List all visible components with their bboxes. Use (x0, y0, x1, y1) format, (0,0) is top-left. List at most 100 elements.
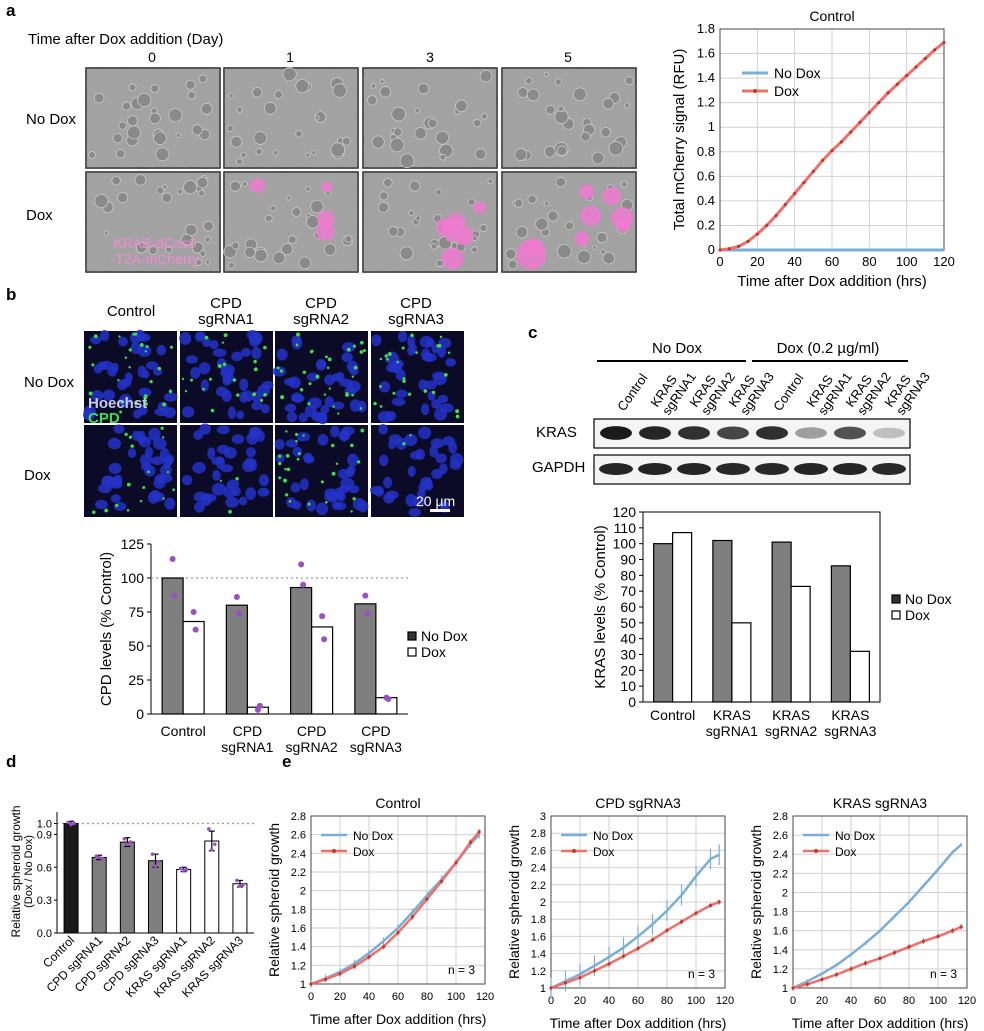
cpd-focus (326, 366, 330, 370)
bar-no-dox (161, 577, 184, 715)
cell (187, 91, 196, 100)
cell (291, 207, 302, 217)
bar-dox (182, 620, 205, 715)
cell (137, 92, 152, 108)
nucleus (416, 489, 426, 499)
replicate-point (300, 581, 307, 588)
nucleus (113, 479, 123, 489)
bar (148, 860, 163, 934)
replicate-point (156, 860, 161, 864)
cpd-focus (296, 457, 300, 461)
row-label-no-dox: No Dox (26, 111, 77, 128)
cell (185, 79, 196, 90)
cell (379, 79, 385, 84)
data-point (791, 986, 795, 990)
data-point (830, 148, 834, 153)
panel-b-fluorescence: Control CPD sgRNA1 CPD sgRNA2 CPD sgRNA3… (24, 295, 464, 517)
cell (126, 125, 142, 140)
y-axis-label: Relative spheroid growth (506, 825, 522, 979)
cell (128, 83, 137, 92)
nucleus (415, 448, 426, 460)
nucleus (423, 352, 433, 362)
nucleus (340, 477, 355, 490)
cpd-focus (92, 510, 96, 514)
nucleus (272, 366, 287, 377)
nucleus (239, 391, 248, 403)
cpd-focus (379, 357, 383, 361)
mcherry-spheroid (525, 238, 544, 257)
nucleus (209, 339, 219, 350)
cpd-focus (232, 378, 237, 382)
cell (543, 145, 556, 158)
replicate-point (362, 592, 369, 599)
cell (115, 149, 126, 159)
cpd-focus (352, 497, 356, 501)
nucleus (420, 477, 432, 488)
legend-swatch (891, 610, 901, 620)
category-label: sgRNA1 (706, 723, 758, 739)
cpd-focus (320, 480, 324, 484)
y-tick-label: 0 (136, 706, 144, 722)
cpd-focus (379, 405, 383, 408)
y-tick-label: 2.8 (291, 811, 306, 823)
nucleus (405, 493, 417, 507)
cell (591, 151, 605, 165)
nucleus (431, 399, 442, 409)
x-tick-label: 20 (574, 995, 586, 1007)
cell (162, 184, 168, 190)
nucleus (374, 488, 384, 497)
cell (389, 137, 405, 153)
data-point (895, 82, 899, 86)
data-point (746, 239, 750, 244)
cpd-focus (351, 393, 354, 397)
cpd-focus (142, 486, 146, 490)
cpd-focus (91, 363, 95, 367)
y-tick-label: 1.8 (291, 904, 306, 916)
nucleus (181, 406, 195, 418)
cpd-focus (104, 508, 109, 513)
cpd-focus (286, 467, 291, 472)
cell (467, 198, 476, 207)
cell (435, 188, 443, 196)
gapdh-band (794, 463, 828, 475)
mcherry-spheroid (574, 231, 590, 247)
nucleus (185, 355, 198, 364)
data-point (718, 248, 722, 252)
day-label-5: 5 (564, 49, 572, 65)
cell (306, 215, 320, 229)
cpd-focus (302, 434, 305, 437)
bar (91, 856, 107, 934)
mcherry-spheroid (602, 187, 621, 206)
cell (572, 87, 587, 102)
cpd-focus (124, 356, 128, 359)
data-point (454, 861, 458, 865)
y-tick-label: 50 (620, 615, 636, 631)
cpd-focus (157, 366, 162, 371)
nucleus (385, 490, 399, 500)
n-annotation: n = 3 (688, 967, 715, 981)
nucleus (349, 365, 359, 376)
category-label: KRAS (713, 707, 751, 723)
nucleus (154, 407, 168, 417)
data-point (886, 91, 890, 95)
x-tick-label: 40 (603, 995, 615, 1007)
data-point (820, 977, 824, 982)
y-tick-label: 2.4 (531, 863, 546, 875)
nucleus (431, 468, 443, 480)
series-line-dox (310, 831, 481, 986)
replicate-point (169, 555, 176, 562)
y-tick-label: 2.6 (773, 830, 788, 842)
nucleus (190, 366, 201, 379)
cell (168, 108, 183, 123)
y-tick-label: 0.9 (37, 829, 52, 841)
cell (543, 71, 549, 77)
nucleus (445, 358, 456, 367)
y-tick-label: 1.4 (531, 949, 546, 961)
cell (602, 97, 615, 110)
cell (311, 150, 317, 156)
y-tick-label: 0 (708, 242, 715, 257)
cpd-focus (285, 493, 289, 497)
cpd-focus (181, 377, 185, 381)
y-tick-label: 2.4 (291, 848, 306, 860)
nucleus (194, 501, 205, 513)
